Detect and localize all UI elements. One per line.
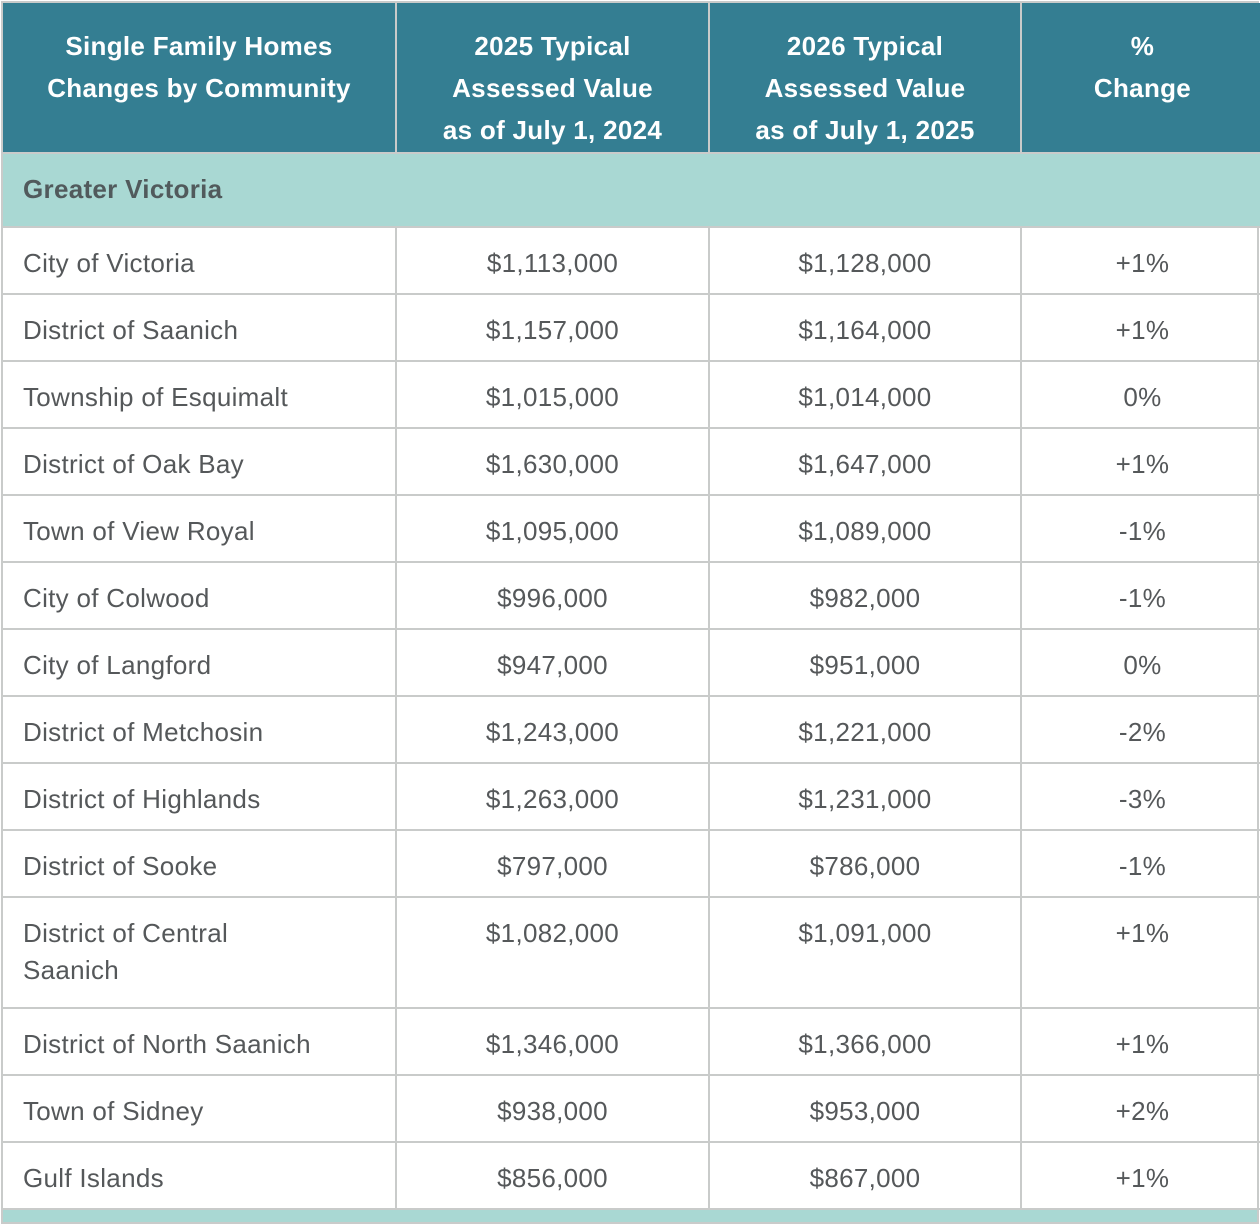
value-2025-cell: $797,000 bbox=[395, 829, 710, 898]
value-2026-cell: $867,000 bbox=[708, 1141, 1022, 1210]
assessment-table: Single Family Homes Changes by Community… bbox=[3, 3, 1260, 1210]
value-2025-cell: $1,263,000 bbox=[395, 762, 710, 831]
pct-change-cell: +1% bbox=[1020, 293, 1260, 362]
table-row: City of Langford $947,000 $951,000 0% bbox=[3, 628, 1260, 697]
section-row: Greater Victoria bbox=[3, 152, 1260, 228]
value-2026-cell: $1,128,000 bbox=[708, 226, 1022, 295]
community-cell: City of Victoria bbox=[3, 226, 397, 295]
community-cell: District of Central Saanich bbox=[3, 896, 397, 1009]
col-header-value-2025: 2025 Typical Assessed Value as of July 1… bbox=[395, 3, 710, 154]
value-2025-cell: $1,630,000 bbox=[395, 427, 710, 496]
community-cell: City of Langford bbox=[3, 628, 397, 697]
value-2026-cell: $1,647,000 bbox=[708, 427, 1022, 496]
table-row: Town of Sidney $938,000 $953,000 +2% bbox=[3, 1074, 1260, 1143]
col-header-value-2026: 2026 Typical Assessed Value as of July 1… bbox=[708, 3, 1022, 154]
section-header: Greater Victoria bbox=[3, 152, 1260, 228]
table-row: City of Colwood $996,000 $982,000 -1% bbox=[3, 561, 1260, 630]
table-row: District of Saanich $1,157,000 $1,164,00… bbox=[3, 293, 1260, 362]
value-2025-cell: $1,015,000 bbox=[395, 360, 710, 429]
header-row: Single Family Homes Changes by Community… bbox=[3, 3, 1260, 154]
value-2025-cell: $938,000 bbox=[395, 1074, 710, 1143]
value-2025-cell: $996,000 bbox=[395, 561, 710, 630]
table-row: City of Victoria $1,113,000 $1,128,000 +… bbox=[3, 226, 1260, 295]
value-2026-cell: $786,000 bbox=[708, 829, 1022, 898]
pct-change-cell: -3% bbox=[1020, 762, 1260, 831]
pct-change-cell: -2% bbox=[1020, 695, 1260, 764]
value-2025-cell: $947,000 bbox=[395, 628, 710, 697]
pct-change-cell: +1% bbox=[1020, 427, 1260, 496]
pct-change-cell: +1% bbox=[1020, 226, 1260, 295]
community-cell: District of Oak Bay bbox=[3, 427, 397, 496]
value-2026-cell: $1,366,000 bbox=[708, 1007, 1022, 1076]
table-row: District of Oak Bay $1,630,000 $1,647,00… bbox=[3, 427, 1260, 496]
value-2025-cell: $1,082,000 bbox=[395, 896, 710, 1009]
pct-change-cell: +1% bbox=[1020, 1141, 1260, 1210]
community-cell: District of Metchosin bbox=[3, 695, 397, 764]
table-row: District of Central Saanich $1,082,000 $… bbox=[3, 896, 1260, 1009]
pct-change-cell: +1% bbox=[1020, 896, 1260, 1009]
community-cell: Town of View Royal bbox=[3, 494, 397, 563]
table-row: District of North Saanich $1,346,000 $1,… bbox=[3, 1007, 1260, 1076]
bottom-accent-bar bbox=[3, 1210, 1257, 1222]
table-row: Town of View Royal $1,095,000 $1,089,000… bbox=[3, 494, 1260, 563]
value-2026-cell: $1,231,000 bbox=[708, 762, 1022, 831]
pct-change-cell: -1% bbox=[1020, 829, 1260, 898]
value-2026-cell: $1,089,000 bbox=[708, 494, 1022, 563]
community-cell: Township of Esquimalt bbox=[3, 360, 397, 429]
value-2025-cell: $1,113,000 bbox=[395, 226, 710, 295]
pct-change-cell: -1% bbox=[1020, 494, 1260, 563]
value-2026-cell: $1,164,000 bbox=[708, 293, 1022, 362]
pct-change-cell: 0% bbox=[1020, 628, 1260, 697]
value-2026-cell: $951,000 bbox=[708, 628, 1022, 697]
value-2025-cell: $1,243,000 bbox=[395, 695, 710, 764]
community-cell: Town of Sidney bbox=[3, 1074, 397, 1143]
community-cell: District of Saanich bbox=[3, 293, 397, 362]
value-2025-cell: $856,000 bbox=[395, 1141, 710, 1210]
community-cell: Gulf Islands bbox=[3, 1141, 397, 1210]
value-2025-cell: $1,157,000 bbox=[395, 293, 710, 362]
community-cell: City of Colwood bbox=[3, 561, 397, 630]
pct-change-cell: +2% bbox=[1020, 1074, 1260, 1143]
col-header-community: Single Family Homes Changes by Community bbox=[3, 3, 397, 154]
value-2026-cell: $953,000 bbox=[708, 1074, 1022, 1143]
col-header-pct-change: % Change bbox=[1020, 3, 1260, 154]
pct-change-cell: -1% bbox=[1020, 561, 1260, 630]
value-2026-cell: $982,000 bbox=[708, 561, 1022, 630]
table-row: District of Highlands $1,263,000 $1,231,… bbox=[3, 762, 1260, 831]
value-2025-cell: $1,346,000 bbox=[395, 1007, 710, 1076]
table-row: Township of Esquimalt $1,015,000 $1,014,… bbox=[3, 360, 1260, 429]
pct-change-cell: +1% bbox=[1020, 1007, 1260, 1076]
value-2026-cell: $1,091,000 bbox=[708, 896, 1022, 1009]
table-row: District of Sooke $797,000 $786,000 -1% bbox=[3, 829, 1260, 898]
table-row: Gulf Islands $856,000 $867,000 +1% bbox=[3, 1141, 1260, 1210]
pct-change-cell: 0% bbox=[1020, 360, 1260, 429]
value-2025-cell: $1,095,000 bbox=[395, 494, 710, 563]
community-cell: District of Sooke bbox=[3, 829, 397, 898]
table-row: District of Metchosin $1,243,000 $1,221,… bbox=[3, 695, 1260, 764]
value-2026-cell: $1,221,000 bbox=[708, 695, 1022, 764]
value-2026-cell: $1,014,000 bbox=[708, 360, 1022, 429]
community-cell: District of Highlands bbox=[3, 762, 397, 831]
community-cell: District of North Saanich bbox=[3, 1007, 397, 1076]
